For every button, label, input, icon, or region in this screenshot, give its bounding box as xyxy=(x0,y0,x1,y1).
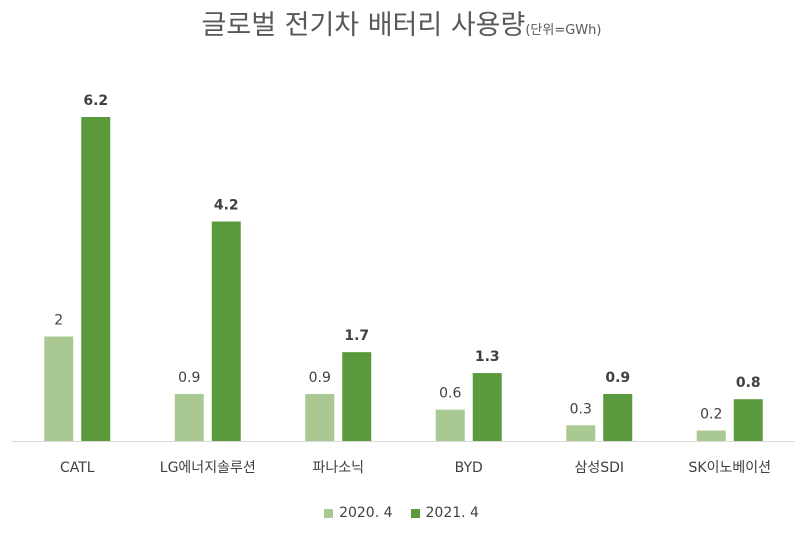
data-label-1-1: 2 xyxy=(54,312,63,328)
legend-label-2021: 2021. 4 xyxy=(425,505,479,521)
data-label-2-1: 6.2 xyxy=(83,93,108,109)
data-label-1-5: 0.3 xyxy=(570,401,592,417)
data-label-1-2: 0.9 xyxy=(178,370,200,386)
data-label-2-6: 0.8 xyxy=(736,375,761,391)
x-tick-label-6: SK이노베이션 xyxy=(689,460,771,476)
x-tick-label-3: 파나소닉 xyxy=(312,460,364,476)
bar-2-6 xyxy=(733,399,763,441)
x-tick-label-1: CATL xyxy=(60,460,95,476)
chart-title: 글로벌 전기차 배터리 사용량(단위=GWh) xyxy=(0,6,803,51)
bar-2-4 xyxy=(472,373,502,441)
legend-swatch-2021 xyxy=(410,508,420,518)
chart-title-unit: (단위=GWh) xyxy=(525,23,602,38)
bar-1-6 xyxy=(696,430,726,441)
x-tick-label-2: LG에너지솔루션 xyxy=(160,460,256,476)
data-label-2-3: 1.7 xyxy=(344,328,369,344)
legend-swatch-2020 xyxy=(324,508,334,518)
x-tick-label-5: 삼성SDI xyxy=(574,460,624,476)
data-label-1-6: 0.2 xyxy=(700,407,722,423)
bar-1-1 xyxy=(44,336,74,441)
legend-item-2021: 2021. 4 xyxy=(410,505,479,521)
data-label-1-4: 0.6 xyxy=(439,386,461,402)
data-label-2-5: 0.9 xyxy=(605,370,630,386)
legend: 2020. 4 2021. 4 xyxy=(0,505,803,521)
bar-1-3 xyxy=(305,393,335,441)
x-tick-label-4: BYD xyxy=(455,460,483,476)
legend-item-2020: 2020. 4 xyxy=(324,505,393,521)
bar-1-4 xyxy=(435,409,465,441)
bar-2-5 xyxy=(603,393,633,441)
legend-label-2020: 2020. 4 xyxy=(339,505,393,521)
bar-1-5 xyxy=(566,425,596,441)
bar-2-1 xyxy=(81,117,111,441)
chart-title-text: 글로벌 전기차 배터리 사용량 xyxy=(201,10,526,41)
bar-2-3 xyxy=(342,352,372,441)
data-label-1-3: 0.9 xyxy=(309,370,331,386)
bar-1-2 xyxy=(174,393,204,441)
data-label-2-2: 4.2 xyxy=(214,198,239,214)
bar-2-2 xyxy=(211,221,241,441)
data-label-2-4: 1.3 xyxy=(475,349,500,365)
